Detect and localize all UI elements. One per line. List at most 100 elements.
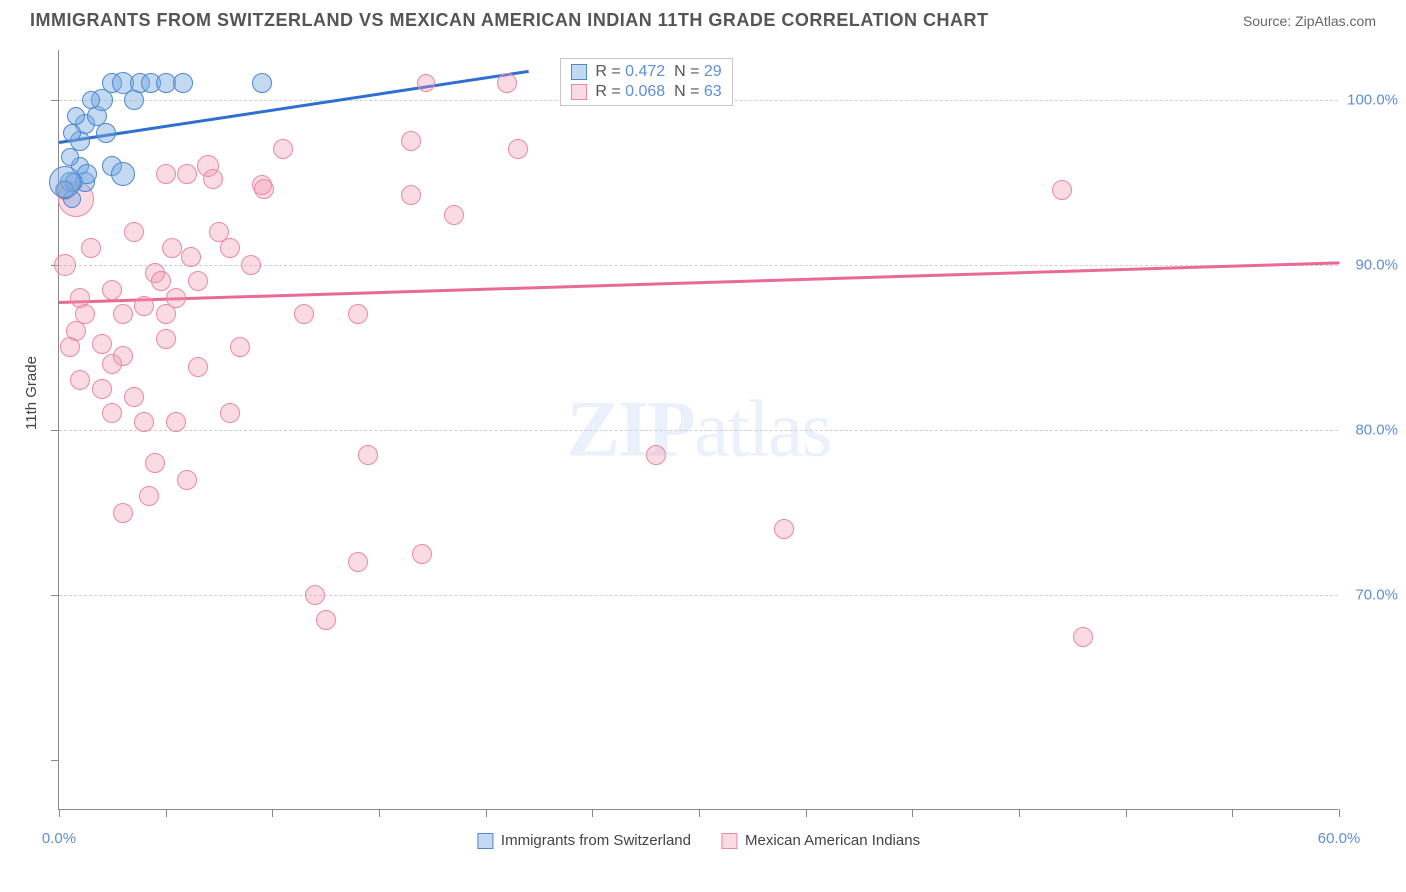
chart-area: 11th Grade ZIPatlas 70.0%80.0%90.0%100.0… [28, 50, 1378, 830]
point-pink [412, 544, 432, 564]
point-pink [102, 280, 122, 300]
legend-stats: R = 0.472 N = 29 R = 0.068 N = 63 [560, 58, 732, 106]
point-pink [230, 337, 250, 357]
gridline-h [59, 430, 1338, 431]
y-tick [51, 100, 59, 101]
header: IMMIGRANTS FROM SWITZERLAND VS MEXICAN A… [0, 0, 1406, 37]
point-blue [252, 73, 272, 93]
point-pink [113, 503, 133, 523]
point-pink [209, 222, 229, 242]
point-blue [82, 91, 100, 109]
point-blue [111, 162, 135, 186]
point-pink [316, 610, 336, 630]
x-tick [379, 809, 380, 817]
point-pink [102, 403, 122, 423]
point-blue [49, 166, 81, 198]
point-pink [305, 585, 325, 605]
point-pink [181, 247, 201, 267]
point-blue [63, 124, 81, 142]
legend-swatch [721, 833, 737, 849]
legend-swatch [477, 833, 493, 849]
point-blue [96, 123, 116, 143]
point-pink [646, 445, 666, 465]
y-tick-label: 100.0% [1347, 91, 1398, 108]
point-pink [134, 412, 154, 432]
legend-stat-text: R = 0.068 N = 63 [595, 83, 721, 101]
point-pink [66, 321, 86, 341]
point-pink [273, 139, 293, 159]
point-pink [92, 334, 112, 354]
gridline-h [59, 595, 1338, 596]
point-pink [220, 238, 240, 258]
point-pink [774, 519, 794, 539]
x-tick [1019, 809, 1020, 817]
y-tick [51, 760, 59, 761]
point-pink [124, 387, 144, 407]
legend-series-item: Immigrants from Switzerland [477, 832, 691, 849]
legend-label: Immigrants from Switzerland [501, 832, 691, 849]
point-pink [113, 304, 133, 324]
point-pink [166, 412, 186, 432]
point-blue [67, 107, 85, 125]
legend-swatch [571, 84, 587, 100]
x-tick [1232, 809, 1233, 817]
x-tick-label: 0.0% [42, 830, 76, 847]
point-pink [156, 164, 176, 184]
point-pink [1073, 627, 1093, 647]
point-pink [220, 403, 240, 423]
point-pink [203, 169, 223, 189]
point-pink [124, 222, 144, 242]
y-tick-label: 80.0% [1355, 422, 1398, 439]
point-pink [401, 185, 421, 205]
point-pink [177, 470, 197, 490]
point-pink [1052, 180, 1072, 200]
point-pink [54, 254, 76, 276]
x-tick-label: 60.0% [1318, 830, 1361, 847]
y-tick [51, 595, 59, 596]
legend-label: Mexican American Indians [745, 832, 920, 849]
x-tick [806, 809, 807, 817]
source-label: Source: ZipAtlas.com [1243, 13, 1376, 29]
x-tick [166, 809, 167, 817]
point-pink [92, 379, 112, 399]
legend-stat-text: R = 0.472 N = 29 [595, 63, 721, 81]
point-pink [145, 453, 165, 473]
point-pink [156, 329, 176, 349]
point-pink [348, 304, 368, 324]
x-tick [592, 809, 593, 817]
point-pink [162, 238, 182, 258]
y-tick [51, 430, 59, 431]
point-pink [166, 288, 186, 308]
point-pink [241, 255, 261, 275]
x-tick [1126, 809, 1127, 817]
point-blue [124, 90, 144, 110]
y-tick-label: 90.0% [1355, 256, 1398, 273]
y-axis-label: 11th Grade [23, 356, 40, 430]
plot-area: ZIPatlas 70.0%80.0%90.0%100.0%0.0%60.0%R… [58, 50, 1338, 810]
point-blue [61, 148, 79, 166]
legend-stats-row: R = 0.068 N = 63 [571, 83, 721, 101]
point-pink [151, 271, 171, 291]
legend-series-item: Mexican American Indians [721, 832, 920, 849]
x-tick [486, 809, 487, 817]
point-pink [348, 552, 368, 572]
legend-series: Immigrants from Switzerland Mexican Ameri… [477, 832, 920, 849]
point-pink [70, 370, 90, 390]
point-pink [444, 205, 464, 225]
legend-swatch [571, 64, 587, 80]
point-pink [102, 354, 122, 374]
point-pink [401, 131, 421, 151]
y-tick-label: 70.0% [1355, 587, 1398, 604]
legend-stats-row: R = 0.472 N = 29 [571, 63, 721, 81]
x-tick [59, 809, 60, 817]
point-blue [173, 73, 193, 93]
point-pink [497, 73, 517, 93]
point-pink [134, 296, 154, 316]
point-pink [188, 271, 208, 291]
point-pink [188, 357, 208, 377]
point-pink [417, 74, 435, 92]
point-pink [177, 164, 197, 184]
point-pink [294, 304, 314, 324]
point-pink [139, 486, 159, 506]
x-tick [699, 809, 700, 817]
